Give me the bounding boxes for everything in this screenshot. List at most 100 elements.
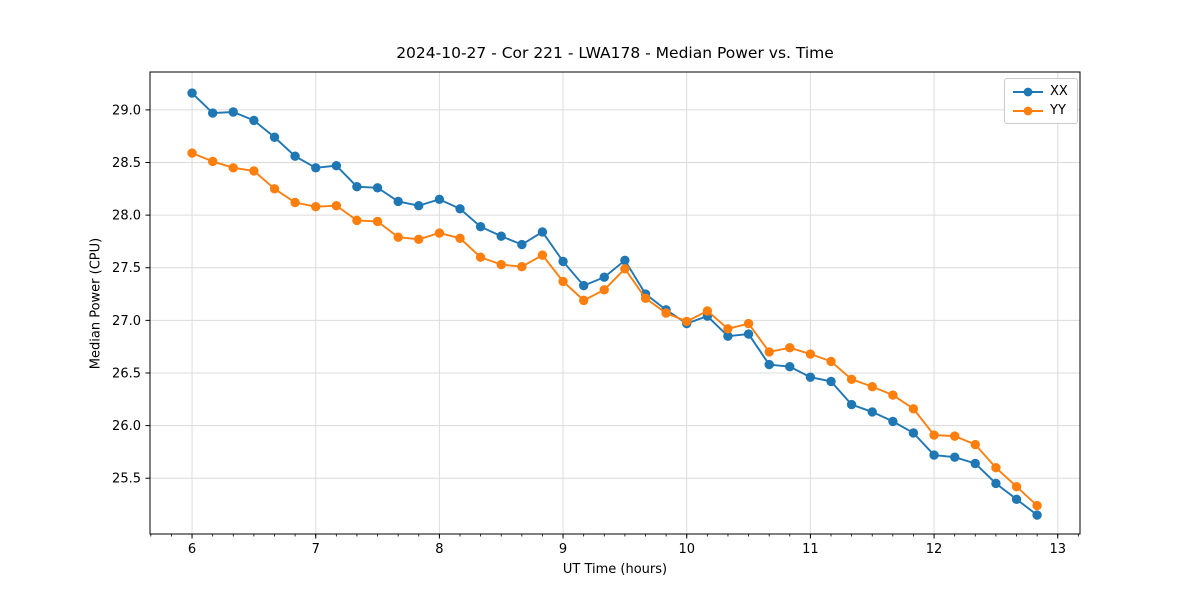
data-point-yy	[908, 404, 919, 414]
data-point-yy	[228, 163, 238, 173]
legend-label-yy: YY	[1050, 103, 1066, 118]
data-point-xx	[908, 428, 919, 438]
data-point-xx	[393, 196, 403, 207]
data-point-xx	[888, 416, 898, 427]
data-point-yy	[764, 347, 774, 357]
data-point-xx	[558, 256, 568, 267]
x-tick-label: 6	[188, 542, 196, 557]
data-point-xx	[290, 151, 300, 161]
legend-entry-yy: YY	[1012, 103, 1068, 118]
x-axis-label: UT Time (hours)	[562, 562, 668, 577]
series-line-xx	[191, 92, 1038, 516]
chart-title: 2024-10-27 - Cor 221 - LWA178 - Median P…	[396, 44, 834, 62]
data-point-xx	[805, 372, 816, 382]
data-point-yy	[290, 197, 300, 208]
data-point-xx	[846, 399, 857, 410]
data-point-xx	[517, 239, 527, 250]
data-point-yy	[208, 156, 218, 167]
plot-border	[149, 71, 1081, 535]
legend: XX YY	[1004, 78, 1078, 124]
y-axis-label: Median Power (CPU)	[88, 237, 104, 370]
data-point-xx	[929, 450, 939, 460]
data-point-xx	[537, 227, 548, 237]
data-point-xx	[249, 115, 259, 126]
data-point-yy	[723, 324, 733, 334]
data-point-xx	[228, 107, 238, 117]
data-point-xx	[1011, 494, 1022, 504]
x-tick-label: 8	[435, 542, 443, 557]
data-point-yy	[372, 216, 383, 227]
data-point-yy	[702, 306, 713, 316]
y-tick-label: 26.0	[112, 419, 141, 434]
data-point-yy	[249, 166, 259, 176]
data-point-xx	[331, 160, 342, 171]
legend-line-marker-icon	[1013, 106, 1043, 115]
data-point-yy	[187, 148, 197, 158]
data-point-yy	[785, 343, 795, 353]
data-point-yy	[352, 215, 362, 226]
data-point-yy	[475, 252, 486, 262]
data-point-xx	[620, 255, 630, 266]
data-point-xx	[991, 478, 1001, 489]
data-point-xx	[826, 376, 836, 387]
data-point-yy	[682, 316, 692, 327]
data-point-yy	[1011, 481, 1022, 492]
legend-line-marker-icon	[1013, 87, 1043, 96]
data-point-yy	[414, 234, 424, 245]
data-point-yy	[269, 184, 280, 194]
y-tick-label: 25.5	[112, 472, 141, 487]
data-point-xx	[970, 458, 980, 469]
data-point-xx	[743, 329, 754, 339]
data-point-xx	[785, 361, 795, 372]
data-point-yy	[846, 374, 857, 384]
data-point-xx	[269, 132, 280, 142]
data-point-yy	[331, 200, 342, 211]
data-point-yy	[558, 276, 568, 287]
data-point-xx	[352, 182, 362, 192]
data-point-yy	[826, 356, 836, 367]
data-point-xx	[723, 331, 733, 341]
data-point-xx	[579, 280, 589, 291]
data-point-yy	[867, 381, 877, 392]
data-point-yy	[1032, 500, 1042, 511]
x-tick-label: 12	[926, 542, 943, 557]
data-point-xx	[599, 272, 609, 282]
x-tick-label: 13	[1049, 542, 1066, 557]
data-point-yy	[661, 308, 671, 318]
y-tick-label: 28.5	[112, 156, 141, 171]
data-point-yy	[950, 431, 960, 441]
x-tick-label: 7	[312, 542, 320, 557]
data-point-xx	[867, 407, 877, 417]
legend-entry-xx: XX	[1012, 84, 1068, 99]
data-point-yy	[393, 232, 403, 242]
data-point-yy	[517, 261, 527, 272]
data-point-xx	[414, 200, 424, 211]
data-point-xx	[455, 204, 465, 214]
data-point-yy	[579, 295, 589, 306]
data-point-xx	[208, 108, 218, 118]
data-point-yy	[434, 228, 445, 238]
y-tick-label: 29.0	[112, 103, 141, 118]
data-point-xx	[475, 222, 486, 232]
data-point-xx	[496, 231, 506, 241]
data-point-xx	[434, 194, 445, 205]
data-point-yy	[599, 285, 609, 295]
y-tick-label: 27.5	[112, 261, 141, 276]
data-point-yy	[970, 439, 980, 450]
data-point-xx	[1032, 510, 1042, 520]
x-tick-label: 9	[559, 542, 567, 557]
data-point-yy	[743, 318, 754, 329]
x-tick-label: 10	[678, 542, 695, 557]
data-point-yy	[991, 462, 1001, 473]
data-point-yy	[537, 250, 548, 260]
data-point-yy	[929, 430, 939, 440]
legend-label-xx: XX	[1050, 84, 1068, 99]
y-tick-label: 28.0	[112, 209, 141, 224]
data-point-yy	[620, 264, 630, 274]
data-point-yy	[455, 233, 465, 243]
data-point-yy	[496, 259, 506, 270]
y-tick-label: 27.0	[112, 314, 141, 329]
data-point-xx	[311, 163, 321, 173]
